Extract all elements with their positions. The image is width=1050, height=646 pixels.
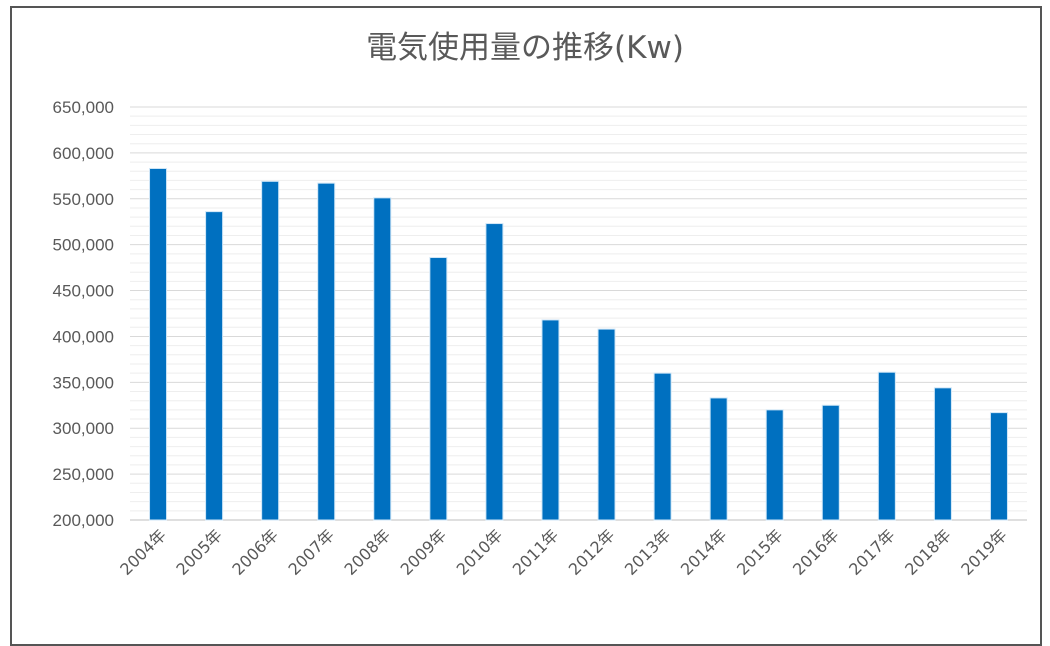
bar: [933, 387, 952, 521]
y-tick-label: 650,000: [53, 98, 114, 117]
bar: [709, 397, 728, 521]
bar: [597, 328, 616, 521]
bar: [429, 257, 448, 521]
x-tick-label: 2008年: [341, 525, 395, 579]
y-tick-label: 500,000: [53, 236, 114, 255]
bar-chart: 200,000 250,000 300,000 350,000 400,000 450,0…: [53, 98, 1027, 579]
y-tick-label: 550,000: [53, 190, 114, 209]
x-tick-label: 2018年: [901, 525, 955, 579]
x-tick-label: 2009年: [397, 525, 451, 579]
x-tick-label: 2004年: [116, 525, 170, 579]
y-tick-label: 300,000: [53, 419, 114, 438]
x-tick-label: 2019年: [957, 525, 1011, 579]
x-tick-label: 2005年: [172, 525, 226, 579]
bar: [989, 412, 1008, 521]
bar: [877, 371, 896, 521]
x-tick-label: 2010年: [453, 525, 507, 579]
bar: [653, 372, 672, 521]
y-tick-label: 400,000: [53, 327, 114, 346]
bar: [317, 182, 336, 521]
chart-title: 電気使用量の推移(Kw): [366, 30, 684, 66]
y-tick-label: 600,000: [53, 144, 114, 163]
bar: [261, 180, 280, 521]
x-tick-label: 2011年: [509, 525, 563, 579]
y-tick-label: 450,000: [53, 282, 114, 301]
y-tick-label: 200,000: [53, 511, 114, 530]
x-tick-label: 2006年: [228, 525, 282, 579]
bar: [765, 409, 784, 521]
x-tick-label: 2016年: [789, 525, 843, 579]
bar: [373, 197, 392, 521]
y-tick-label: 350,000: [53, 373, 114, 392]
chart-frame: [10, 6, 1042, 646]
bar: [541, 319, 560, 521]
y-tick-label: 250,000: [53, 465, 114, 484]
x-tick-label: 2014年: [677, 525, 731, 579]
x-tick-label: 2015年: [733, 525, 787, 579]
x-tick-label: 2007年: [284, 525, 338, 579]
bar: [485, 223, 504, 521]
x-tick-label: 2013年: [621, 525, 675, 579]
bar: [821, 404, 840, 521]
x-tick-label: 2012年: [565, 525, 619, 579]
bar: [149, 167, 168, 521]
bar: [205, 211, 224, 521]
x-tick-label: 2017年: [845, 525, 899, 579]
